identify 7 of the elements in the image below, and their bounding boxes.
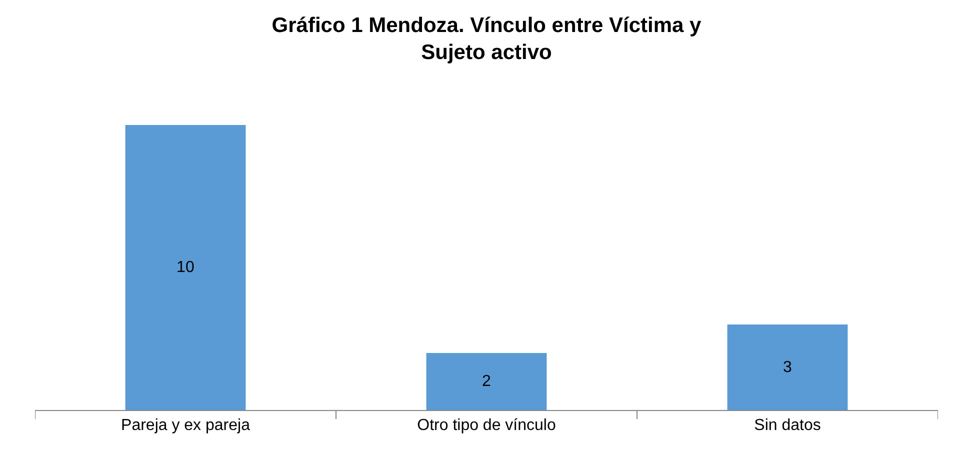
chart-title: Gráfico 1 Mendoza. Vínculo entre Víctima y Sujeto activo (272, 14, 702, 64)
x-tick-label: Otro tipo de vínculo (417, 417, 556, 434)
x-tick-label: Sin datos (754, 417, 821, 434)
x-tick-label: Pareja y ex pareja (121, 417, 250, 434)
data-label: 3 (783, 358, 792, 376)
data-label: 10 (176, 259, 194, 276)
data-label: 2 (482, 373, 491, 390)
